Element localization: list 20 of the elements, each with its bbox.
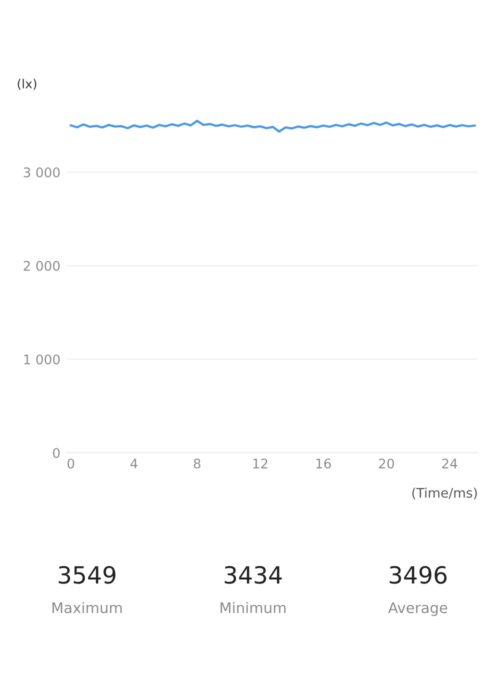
text: 3549	[58, 566, 116, 584]
y-axis-title: (lx)	[18, 78, 36, 90]
x-tick-label: 16	[316, 458, 331, 469]
line-series	[70, 120, 476, 133]
text: 3496	[390, 566, 447, 584]
x-tick-label: 24	[442, 458, 458, 468]
y-tick-label: 0	[53, 448, 60, 458]
x-tick-label: 4	[130, 458, 138, 468]
text: Maximum	[52, 602, 122, 614]
text: Average	[388, 602, 448, 616]
x-axis-title: (Time/ms)	[412, 488, 477, 500]
y-tick-label: 2 000	[24, 260, 60, 271]
y-tick-label: 3 000	[24, 167, 60, 178]
x-tick-label: 8	[194, 458, 200, 469]
text: 3434	[224, 566, 282, 584]
text: Minimum	[220, 602, 286, 614]
x-tick-label: 12	[253, 458, 268, 468]
x-tick-label: 0	[68, 458, 74, 469]
y-tick-label: 1 000	[24, 354, 60, 364]
x-tick-label: 20	[379, 458, 394, 469]
